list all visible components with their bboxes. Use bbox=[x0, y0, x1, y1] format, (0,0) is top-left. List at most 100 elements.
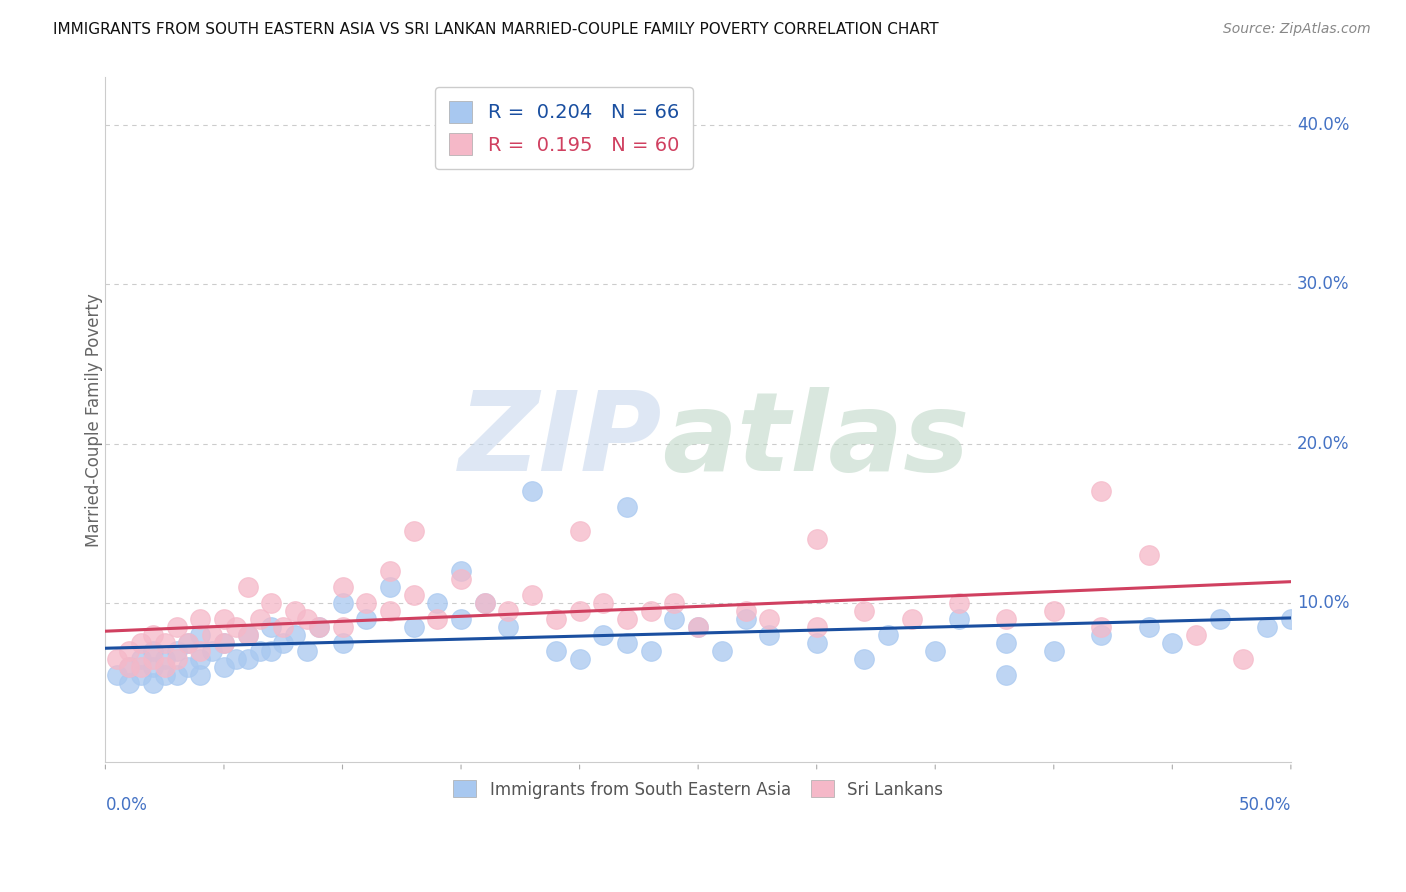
Point bbox=[308, 620, 330, 634]
Point bbox=[212, 636, 235, 650]
Point bbox=[924, 644, 946, 658]
Point bbox=[688, 620, 710, 634]
Point bbox=[522, 484, 544, 499]
Point bbox=[236, 628, 259, 642]
Text: 30.0%: 30.0% bbox=[1296, 276, 1350, 293]
Point bbox=[354, 612, 377, 626]
Point bbox=[806, 636, 828, 650]
Point bbox=[616, 612, 638, 626]
Point bbox=[1256, 620, 1278, 634]
Point bbox=[354, 596, 377, 610]
Point bbox=[474, 596, 496, 610]
Point bbox=[166, 620, 188, 634]
Point bbox=[378, 604, 401, 618]
Point bbox=[201, 628, 224, 642]
Point bbox=[1137, 548, 1160, 562]
Point bbox=[758, 612, 780, 626]
Point bbox=[1090, 628, 1112, 642]
Point bbox=[568, 604, 591, 618]
Y-axis label: Married-Couple Family Poverty: Married-Couple Family Poverty bbox=[86, 293, 103, 547]
Point bbox=[188, 644, 211, 658]
Point bbox=[995, 612, 1018, 626]
Point bbox=[710, 644, 733, 658]
Text: 20.0%: 20.0% bbox=[1296, 434, 1350, 453]
Point bbox=[995, 667, 1018, 681]
Text: atlas: atlas bbox=[662, 387, 970, 494]
Text: 40.0%: 40.0% bbox=[1296, 116, 1350, 134]
Point bbox=[212, 636, 235, 650]
Point bbox=[142, 675, 165, 690]
Point bbox=[616, 636, 638, 650]
Point bbox=[853, 651, 876, 665]
Point bbox=[450, 572, 472, 586]
Point bbox=[402, 588, 425, 602]
Point bbox=[1042, 604, 1064, 618]
Point bbox=[995, 636, 1018, 650]
Point bbox=[1090, 484, 1112, 499]
Point bbox=[188, 651, 211, 665]
Point bbox=[153, 636, 176, 650]
Point bbox=[284, 628, 307, 642]
Point bbox=[592, 628, 614, 642]
Point bbox=[426, 612, 449, 626]
Point bbox=[236, 651, 259, 665]
Point bbox=[402, 620, 425, 634]
Point bbox=[212, 659, 235, 673]
Point bbox=[188, 628, 211, 642]
Point bbox=[166, 651, 188, 665]
Point bbox=[212, 612, 235, 626]
Point bbox=[1042, 644, 1064, 658]
Point bbox=[177, 659, 200, 673]
Point bbox=[522, 588, 544, 602]
Point bbox=[450, 564, 472, 578]
Point bbox=[142, 644, 165, 658]
Point bbox=[568, 651, 591, 665]
Point bbox=[853, 604, 876, 618]
Point bbox=[142, 651, 165, 665]
Point bbox=[1209, 612, 1232, 626]
Point bbox=[188, 667, 211, 681]
Point bbox=[118, 675, 141, 690]
Point bbox=[948, 612, 970, 626]
Point bbox=[1185, 628, 1208, 642]
Point bbox=[295, 644, 318, 658]
Point bbox=[544, 612, 567, 626]
Point bbox=[734, 612, 756, 626]
Point bbox=[332, 580, 354, 594]
Text: 0.0%: 0.0% bbox=[105, 797, 148, 814]
Point bbox=[592, 596, 614, 610]
Text: IMMIGRANTS FROM SOUTH EASTERN ASIA VS SRI LANKAN MARRIED-COUPLE FAMILY POVERTY C: IMMIGRANTS FROM SOUTH EASTERN ASIA VS SR… bbox=[53, 22, 939, 37]
Point bbox=[734, 604, 756, 618]
Point bbox=[249, 612, 271, 626]
Point bbox=[166, 667, 188, 681]
Point bbox=[260, 644, 283, 658]
Point bbox=[236, 628, 259, 642]
Point bbox=[1279, 612, 1302, 626]
Point bbox=[271, 636, 294, 650]
Point bbox=[378, 580, 401, 594]
Point bbox=[284, 604, 307, 618]
Point bbox=[249, 644, 271, 658]
Point bbox=[142, 659, 165, 673]
Point bbox=[498, 604, 520, 618]
Point bbox=[450, 612, 472, 626]
Point bbox=[1232, 651, 1254, 665]
Point bbox=[664, 596, 686, 610]
Text: ZIP: ZIP bbox=[460, 387, 662, 494]
Point bbox=[236, 580, 259, 594]
Point bbox=[806, 620, 828, 634]
Point bbox=[664, 612, 686, 626]
Point bbox=[295, 612, 318, 626]
Point bbox=[118, 644, 141, 658]
Point bbox=[260, 596, 283, 610]
Text: 50.0%: 50.0% bbox=[1239, 797, 1291, 814]
Point bbox=[640, 604, 662, 618]
Point bbox=[402, 524, 425, 539]
Point bbox=[568, 524, 591, 539]
Point bbox=[142, 628, 165, 642]
Point bbox=[806, 533, 828, 547]
Point bbox=[153, 659, 176, 673]
Point bbox=[378, 564, 401, 578]
Point bbox=[332, 620, 354, 634]
Text: Source: ZipAtlas.com: Source: ZipAtlas.com bbox=[1223, 22, 1371, 37]
